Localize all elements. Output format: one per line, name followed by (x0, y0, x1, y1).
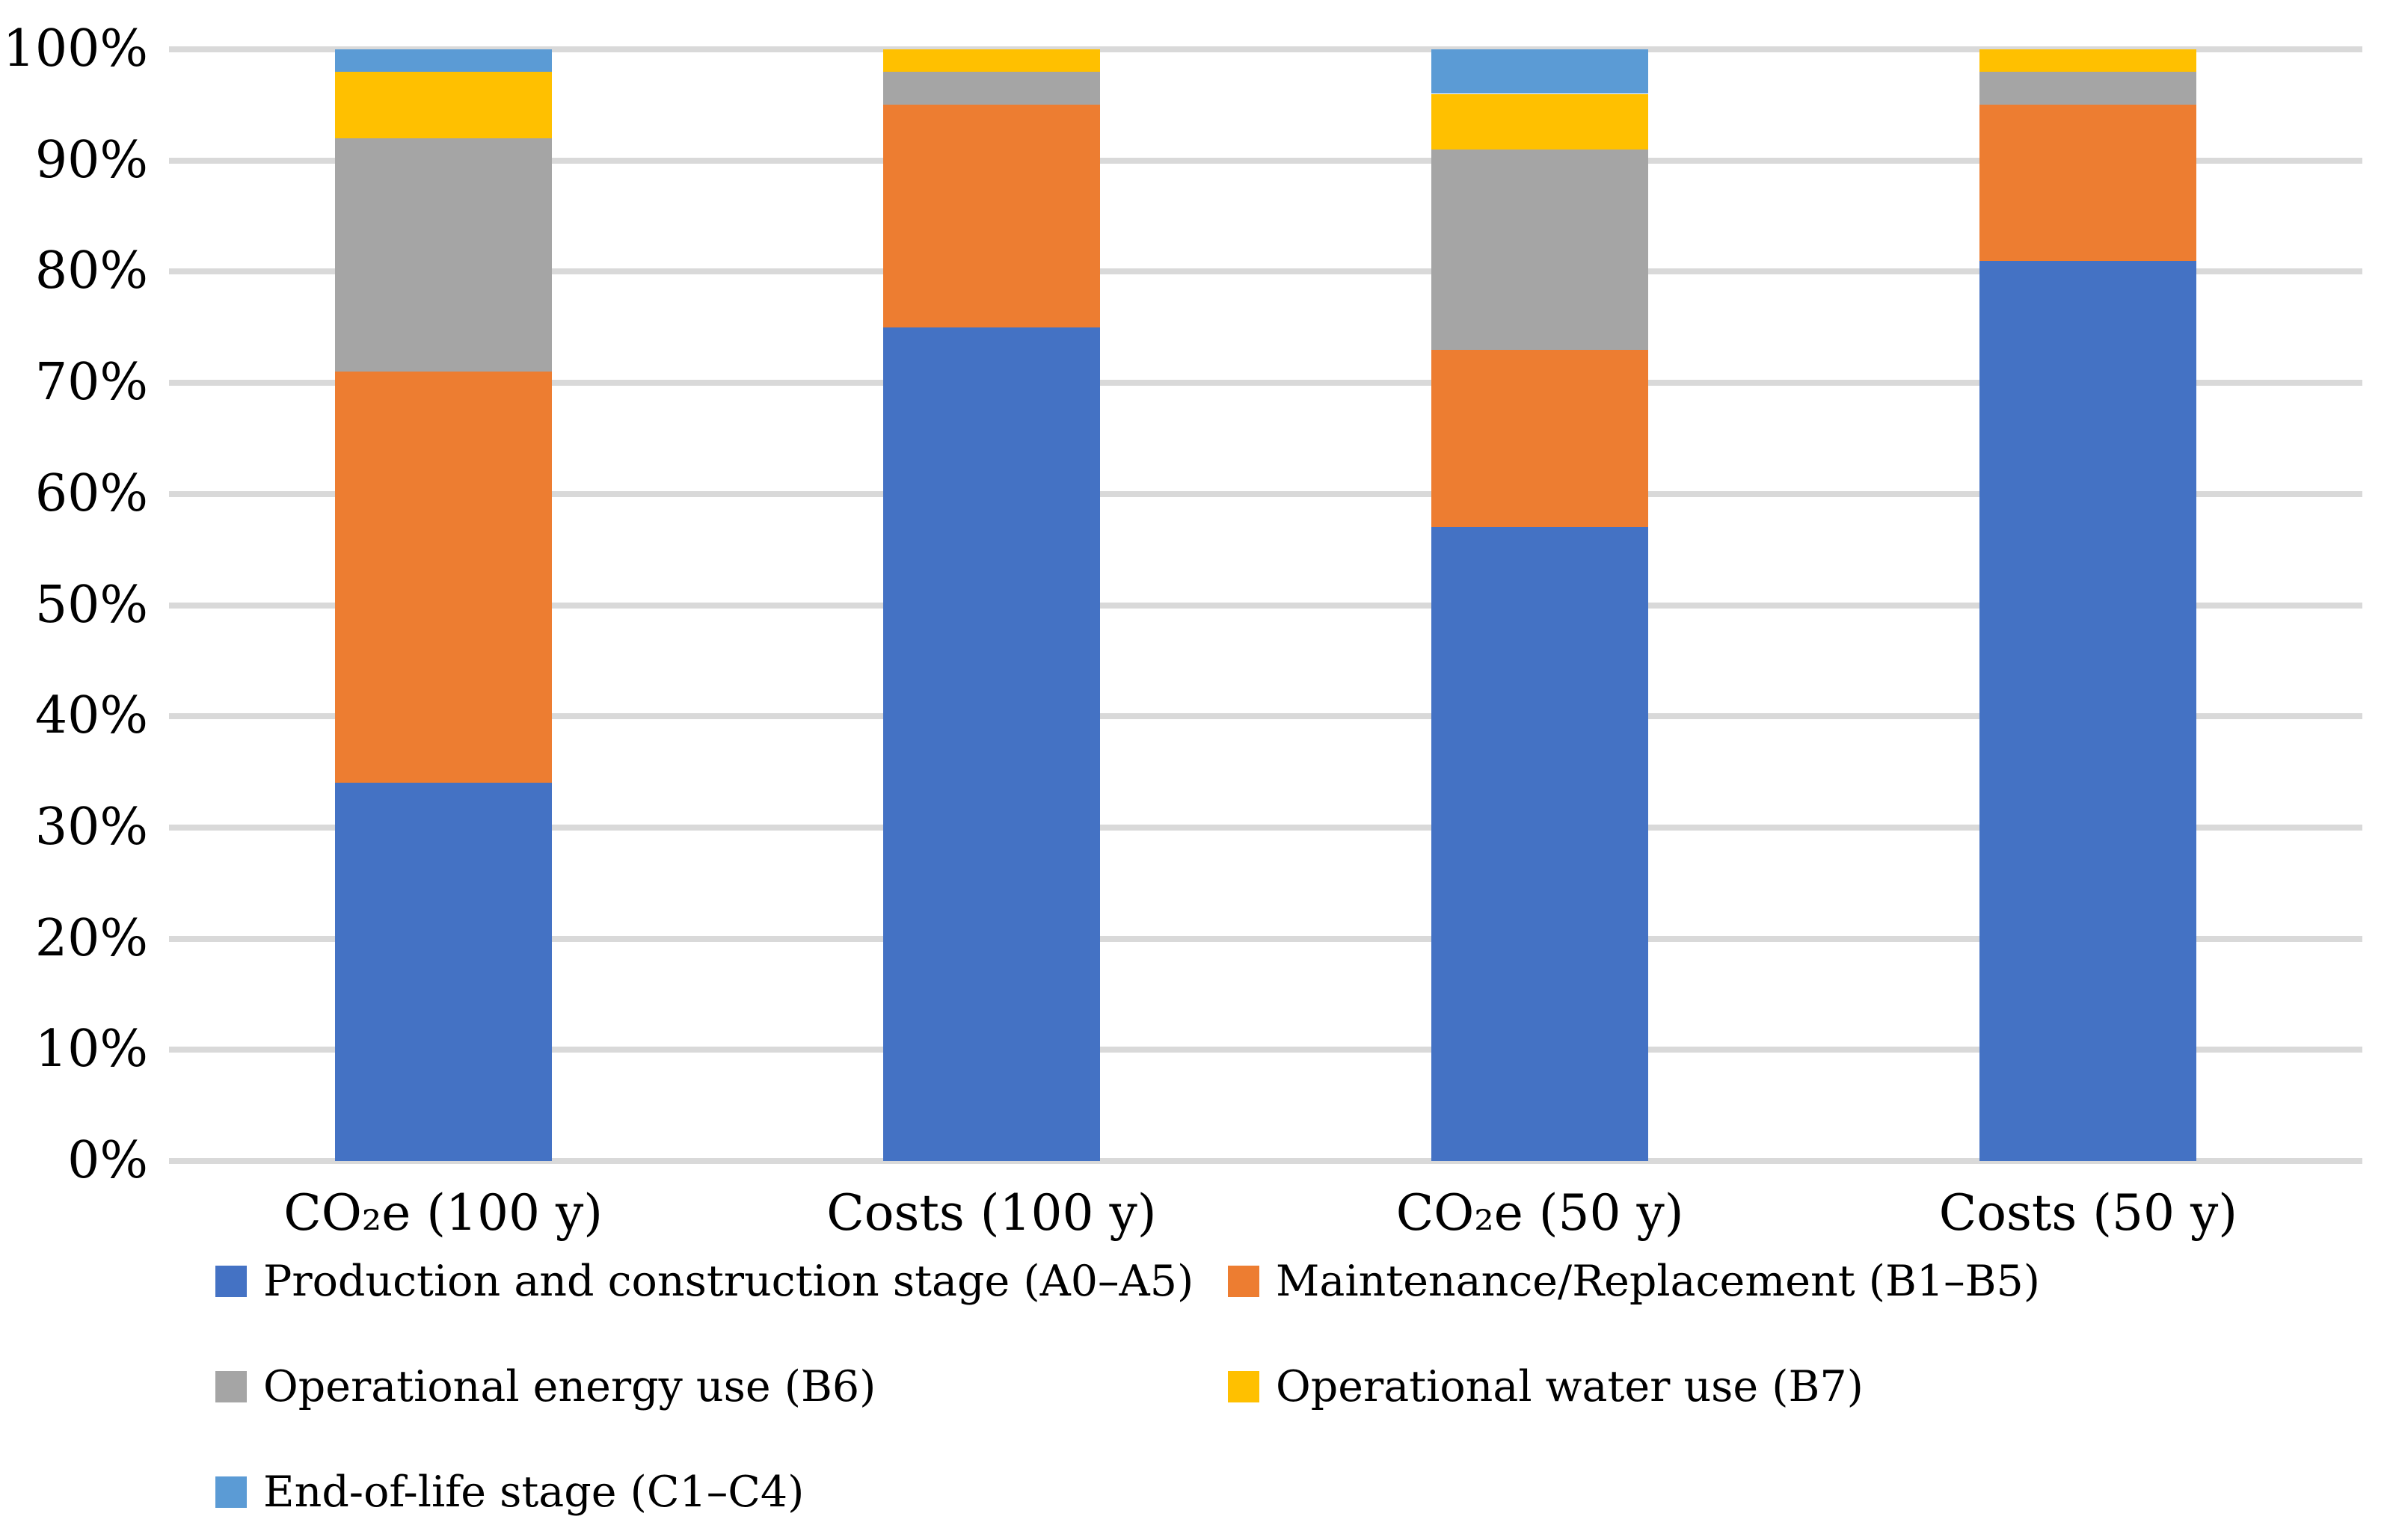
gridline-70 (169, 380, 2362, 386)
legend-item-maintenance-replacement-b1-b5: Maintenance/Replacement (B1–B5) (1228, 1258, 2040, 1305)
legend-swatch-production-and-construction-stage-a0-a5 (215, 1266, 247, 1297)
gridline-50 (169, 602, 2362, 609)
legend-item-operational-water-use-b7: Operational water use (B7) (1228, 1364, 1864, 1410)
bar-co-e-100-y (334, 49, 552, 1161)
y-tick-label-50: 50% (34, 575, 148, 635)
x-category-label-costs-50-y: Costs (50 y) (1938, 1184, 2237, 1242)
segment-end-of-life-stage-c1-c4-co-e-50-y (1431, 49, 1649, 94)
y-tick-label-20: 20% (34, 908, 148, 968)
segment-operational-water-use-b7-co-e-100-y (334, 71, 552, 138)
legend-swatch-maintenance-replacement-b1-b5 (1228, 1266, 1259, 1297)
legend-label-operational-energy-use-b6: Operational energy use (B6) (263, 1362, 876, 1411)
y-tick-label-40: 40% (34, 686, 148, 746)
y-tick-label-100: 100% (2, 19, 148, 78)
segment-operational-energy-use-b6-co-e-100-y (334, 138, 552, 372)
bar-co-e-50-y (1431, 49, 1649, 1161)
gridline-60 (169, 490, 2362, 497)
gridline-10 (169, 1047, 2362, 1053)
segment-operational-energy-use-b6-costs-50-y (1979, 71, 2197, 105)
gridline-80 (169, 268, 2362, 275)
gridline-40 (169, 713, 2362, 720)
legend-item-end-of-life-stage-c1-c4: End-of-life stage (C1–C4) (215, 1469, 804, 1515)
gridline-0 (169, 1158, 2362, 1164)
gridline-20 (169, 935, 2362, 942)
segment-production-and-construction-stage-a0-a5-co-e-50-y (1431, 527, 1649, 1161)
gridline-30 (169, 824, 2362, 831)
legend-label-production-and-construction-stage-a0-a5: Production and construction stage (A0–A5… (263, 1257, 1194, 1306)
segment-end-of-life-stage-c1-c4-co-e-100-y (334, 49, 552, 72)
y-tick-label-90: 90% (34, 130, 148, 190)
gridline-90 (169, 157, 2362, 164)
x-category-label-costs-100-y: Costs (100 y) (826, 1184, 1157, 1242)
legend-swatch-operational-energy-use-b6 (215, 1371, 247, 1402)
segment-operational-energy-use-b6-costs-100-y (882, 71, 1100, 105)
segment-maintenance-replacement-b1-b5-co-e-100-y (334, 372, 552, 783)
y-tick-label-0: 0% (67, 1131, 148, 1190)
bar-costs-50-y (1979, 49, 2197, 1161)
y-tick-label-80: 80% (34, 241, 148, 301)
legend-item-operational-energy-use-b6: Operational energy use (B6) (215, 1364, 876, 1410)
y-tick-label-70: 70% (34, 353, 148, 413)
y-tick-label-60: 60% (34, 463, 148, 523)
segment-operational-energy-use-b6-co-e-50-y (1431, 149, 1649, 350)
legend-label-end-of-life-stage-c1-c4: End-of-life stage (C1–C4) (263, 1467, 805, 1517)
segment-production-and-construction-stage-a0-a5-costs-50-y (1979, 260, 2197, 1161)
x-category-label-co-e-50-y: CO₂e (50 y) (1395, 1184, 1684, 1242)
gridline-100 (169, 46, 2362, 52)
legend-item-production-and-construction-stage-a0-a5: Production and construction stage (A0–A5… (215, 1258, 1194, 1305)
segment-production-and-construction-stage-a0-a5-co-e-100-y (334, 783, 552, 1161)
segment-maintenance-replacement-b1-b5-costs-100-y (882, 105, 1100, 327)
legend-label-operational-water-use-b7: Operational water use (B7) (1276, 1362, 1864, 1411)
plot-area (169, 46, 2362, 1164)
segment-operational-water-use-b7-co-e-50-y (1431, 93, 1649, 150)
x-category-label-co-e-100-y: CO₂e (100 y) (283, 1184, 603, 1242)
x-axis-category-labels: CO₂e (100 y) Costs (100 y) CO₂e (50 y) Cost… (169, 1183, 2362, 1243)
segment-maintenance-replacement-b1-b5-costs-50-y (1979, 105, 2197, 261)
segment-operational-water-use-b7-costs-100-y (882, 49, 1100, 72)
legend-label-maintenance-replacement-b1-b5: Maintenance/Replacement (B1–B5) (1276, 1257, 2040, 1306)
bar-costs-100-y (882, 49, 1100, 1161)
segment-maintenance-replacement-b1-b5-co-e-50-y (1431, 349, 1649, 528)
segment-operational-water-use-b7-costs-50-y (1979, 49, 2197, 72)
legend-swatch-end-of-life-stage-c1-c4 (215, 1476, 247, 1508)
legend-swatch-operational-water-use-b7 (1228, 1371, 1259, 1402)
y-tick-label-10: 10% (34, 1020, 148, 1079)
segment-production-and-construction-stage-a0-a5-costs-100-y (882, 327, 1100, 1161)
y-tick-label-30: 30% (34, 797, 148, 857)
